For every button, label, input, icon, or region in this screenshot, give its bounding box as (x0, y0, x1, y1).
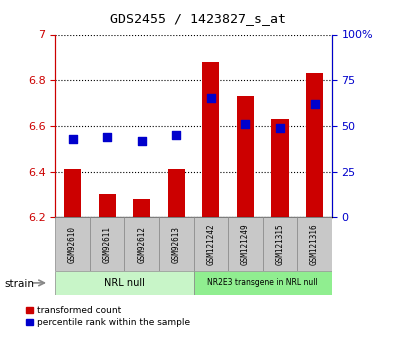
Point (139, 138, 145, 143)
Bar (237, 96, 254, 217)
Text: GSM121249: GSM121249 (241, 223, 250, 265)
Point (104, 134, 110, 140)
Text: GSM121315: GSM121315 (275, 223, 284, 265)
Bar (98, 195, 116, 217)
Text: GSM92611: GSM92611 (103, 226, 112, 263)
Point (242, 121, 248, 127)
Bar (159, 217, 194, 271)
Text: NR2E3 transgene in NRL null: NR2E3 transgene in NRL null (207, 278, 318, 287)
Bar (306, 73, 323, 217)
Text: GSM121316: GSM121316 (310, 223, 319, 265)
Bar (55, 217, 90, 271)
Bar (194, 217, 228, 271)
Legend: transformed count, percentile rank within the sample: transformed count, percentile rank withi… (24, 305, 192, 329)
Text: GSM121242: GSM121242 (206, 223, 215, 265)
Bar (202, 62, 220, 217)
Bar (194, 271, 332, 295)
Point (70, 136, 76, 141)
Bar (90, 217, 124, 271)
Point (277, 125, 283, 130)
Text: GSM92610: GSM92610 (68, 226, 77, 263)
Bar (55, 271, 194, 295)
Point (311, 101, 318, 107)
Bar (297, 217, 332, 271)
Bar (133, 199, 150, 217)
Text: GDS2455 / 1423827_s_at: GDS2455 / 1423827_s_at (109, 12, 286, 25)
Bar (167, 169, 185, 217)
Text: GSM92613: GSM92613 (172, 226, 181, 263)
Text: GSM92612: GSM92612 (137, 226, 146, 263)
Text: NRL null: NRL null (104, 278, 145, 288)
Bar (228, 217, 263, 271)
Bar (263, 217, 297, 271)
Point (173, 132, 179, 138)
Bar (124, 217, 159, 271)
Bar (271, 119, 289, 217)
Bar (64, 169, 81, 217)
Text: strain: strain (4, 279, 34, 288)
Point (208, 96, 214, 101)
